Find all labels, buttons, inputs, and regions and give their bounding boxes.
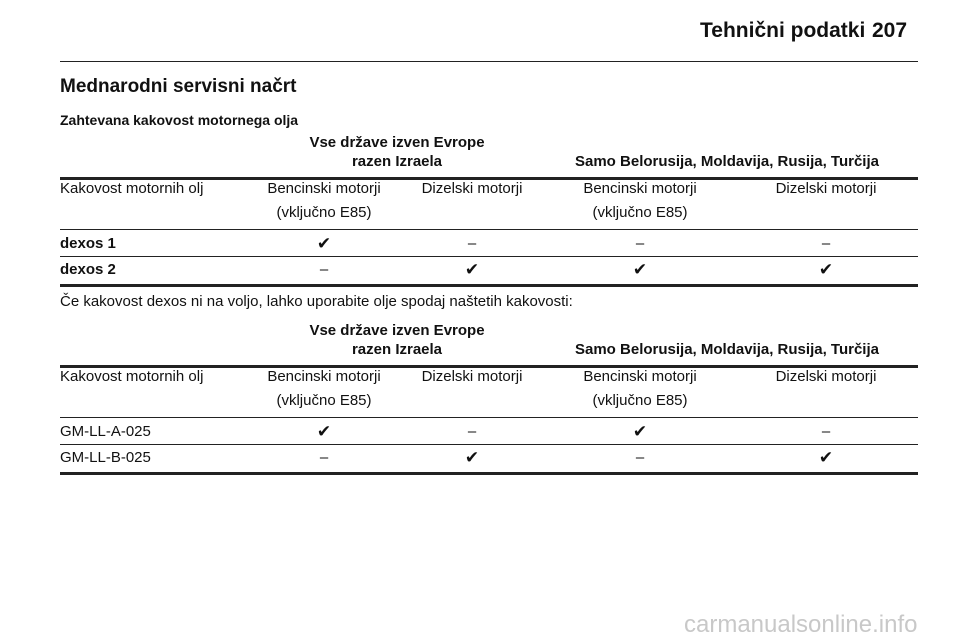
- column-header: Bencinski motorji: [267, 368, 381, 385]
- cell: ✔: [316, 422, 332, 442]
- row-label: GM-LL-B-025: [60, 449, 151, 466]
- group-header: Samo Belorusija, Moldavija, Rusija, Turč…: [575, 341, 879, 358]
- subtitle: Zahtevana kakovost motornega olja: [60, 112, 299, 128]
- column-header: Bencinski motorji: [267, 180, 381, 197]
- rule: [60, 365, 918, 368]
- group-header: Vse države izven Evrope: [309, 322, 485, 339]
- section-title: Tehnični podatki: [700, 19, 866, 42]
- rule: [60, 417, 918, 418]
- page-number: 207: [872, 19, 908, 42]
- cell: ✔: [464, 448, 480, 468]
- group-header: razen Izraela: [351, 153, 443, 170]
- column-header: Kakovost motornih olj: [60, 180, 204, 197]
- column-header: (vključno E85): [592, 204, 688, 221]
- column-header: Dizelski motorji: [775, 368, 877, 385]
- row-label: GM-LL-A-025: [60, 423, 151, 440]
- cell: –: [821, 235, 831, 252]
- group-header: razen Izraela: [351, 341, 443, 358]
- rule: [60, 444, 918, 445]
- cell: ✔: [632, 260, 648, 280]
- rule: [60, 256, 918, 257]
- cell: ✔: [316, 234, 332, 254]
- column-header: (vključno E85): [276, 392, 372, 409]
- cell: –: [467, 235, 477, 252]
- rule: [60, 177, 918, 180]
- cell: –: [635, 235, 645, 252]
- watermark: carmanualsonline.info: [684, 611, 918, 638]
- title: Mednarodni servisni načrt: [60, 76, 297, 97]
- column-header: Dizelski motorji: [775, 180, 877, 197]
- cell: –: [821, 423, 831, 440]
- cell: ✔: [464, 260, 480, 280]
- group-header: Vse države izven Evrope: [309, 134, 485, 151]
- cell: ✔: [818, 448, 834, 468]
- row-label: dexos 2: [60, 261, 116, 278]
- rule: [60, 472, 918, 475]
- cell: –: [467, 423, 477, 440]
- column-header: (vključno E85): [276, 204, 372, 221]
- cell: ✔: [632, 422, 648, 442]
- group-header: Samo Belorusija, Moldavija, Rusija, Turč…: [575, 153, 879, 170]
- column-header: Dizelski motorji: [421, 180, 523, 197]
- rule: [60, 229, 918, 230]
- cell: –: [319, 261, 329, 278]
- column-header: Kakovost motornih olj: [60, 368, 204, 385]
- column-header: Bencinski motorji: [583, 368, 697, 385]
- cell: –: [635, 449, 645, 466]
- row-label: dexos 1: [60, 235, 116, 252]
- column-header: Bencinski motorji: [583, 180, 697, 197]
- header-rule: [60, 61, 918, 62]
- column-header: (vključno E85): [592, 392, 688, 409]
- cell: –: [319, 449, 329, 466]
- cell: ✔: [818, 260, 834, 280]
- column-header: Dizelski motorji: [421, 368, 523, 385]
- note: Če kakovost dexos ni na voljo, lahko upo…: [60, 293, 573, 310]
- rule: [60, 284, 918, 287]
